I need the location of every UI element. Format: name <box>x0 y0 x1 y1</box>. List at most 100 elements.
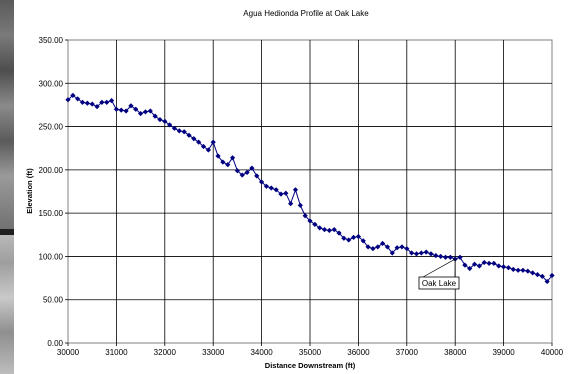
data-point <box>283 190 289 196</box>
annotation-box <box>418 276 460 290</box>
data-point <box>462 262 468 268</box>
y-tick-label: 200.00 <box>39 166 64 175</box>
data-point <box>181 129 187 135</box>
data-point <box>549 272 555 279</box>
data-point <box>525 268 531 274</box>
gridlines <box>68 40 552 343</box>
data-point <box>389 250 395 256</box>
data-point <box>263 183 270 189</box>
data-point <box>341 235 347 241</box>
data-point <box>70 92 76 99</box>
annotation-label: Oak Lake <box>422 279 457 288</box>
data-point <box>94 103 100 110</box>
data-point <box>544 278 550 285</box>
data-point <box>486 260 492 267</box>
data-point <box>244 169 250 176</box>
data-point <box>312 221 318 228</box>
y-axis-ticks: 0.00 50.00 100.00 150.00 200.00 250.00 300.00 3… <box>39 36 68 348</box>
y-tick-label: 150.00 <box>39 209 64 218</box>
data-point <box>500 264 507 270</box>
data-point <box>437 253 444 260</box>
data-point <box>413 251 420 257</box>
data-point <box>481 259 487 266</box>
data-point <box>467 265 473 272</box>
y-tick-label: 100.00 <box>39 252 64 261</box>
y-tick-label: 250.00 <box>39 123 64 132</box>
data-point <box>268 185 274 191</box>
data-point <box>99 99 105 106</box>
data-point <box>137 110 144 117</box>
data-point <box>370 245 376 252</box>
data-point <box>210 139 216 145</box>
data-point <box>157 116 163 123</box>
data-point <box>215 153 221 159</box>
data-point <box>534 271 541 278</box>
data-point <box>133 106 139 112</box>
data-point <box>84 100 91 106</box>
x-tick-label: 37000 <box>396 348 419 357</box>
x-tick-label: 40000 <box>541 348 564 357</box>
data-point <box>505 265 512 271</box>
data-point <box>496 263 502 269</box>
data-point <box>510 266 516 273</box>
data-point <box>162 118 168 125</box>
x-axis-label: Distance Downstream (ft) <box>265 361 356 370</box>
data-point <box>471 261 478 267</box>
data-point <box>220 159 226 165</box>
data-point <box>529 270 536 276</box>
data-point <box>278 191 284 197</box>
data-point <box>307 218 313 224</box>
data-point <box>118 107 124 113</box>
x-tick-label: 30000 <box>57 348 80 357</box>
data-point <box>205 147 212 153</box>
data-point <box>428 251 434 257</box>
data-point <box>166 122 173 128</box>
x-axis-ticks: 30000 31000 32000 33000 34000 35000 36000 37000… <box>57 343 564 357</box>
data-point <box>79 99 86 106</box>
data-point <box>195 139 202 145</box>
x-tick-label: 32000 <box>154 348 177 357</box>
data-point <box>350 234 357 241</box>
data-point <box>379 240 386 247</box>
data-point <box>186 132 192 138</box>
data-point <box>476 263 483 269</box>
y-tick-label: 300.00 <box>39 79 64 88</box>
data-point <box>89 101 95 107</box>
x-tick-label: 39000 <box>492 348 515 357</box>
data-point <box>74 96 81 102</box>
data-point <box>423 249 429 255</box>
data-point <box>433 252 439 259</box>
data-point <box>123 108 129 114</box>
data-point <box>394 245 400 251</box>
data-point <box>399 244 405 250</box>
background-photo-strip <box>0 0 14 374</box>
data-point <box>65 97 71 103</box>
series-markers <box>65 92 555 285</box>
data-point <box>176 128 183 134</box>
y-tick-label: 350.00 <box>39 36 64 45</box>
x-tick-label: 31000 <box>105 348 128 357</box>
x-tick-label: 34000 <box>250 348 273 357</box>
data-point <box>104 99 110 106</box>
data-point <box>539 273 546 280</box>
data-point <box>365 244 371 250</box>
data-point <box>254 173 260 179</box>
y-tick-label: 50.00 <box>43 296 64 305</box>
data-point <box>273 187 279 193</box>
data-point <box>321 226 328 233</box>
data-point <box>142 109 149 115</box>
data-point <box>225 161 231 168</box>
data-point <box>171 125 178 131</box>
data-point <box>326 227 333 234</box>
data-point <box>408 250 415 256</box>
data-point <box>360 238 366 244</box>
chart-title: Agua Hedionda Profile at Oak Lake <box>243 9 369 18</box>
data-point <box>297 202 304 209</box>
data-point <box>108 97 115 104</box>
data-point <box>457 254 463 260</box>
x-tick-label: 33000 <box>202 348 225 357</box>
data-point <box>113 106 120 112</box>
data-point <box>249 165 255 171</box>
data-point <box>404 245 410 252</box>
